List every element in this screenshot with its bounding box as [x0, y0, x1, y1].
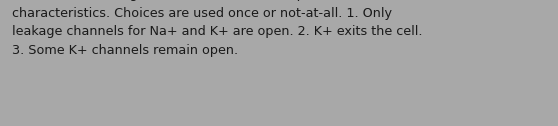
Text: Match the following different state of action potential with their
characteristi: Match the following different state of a… [12, 0, 423, 57]
